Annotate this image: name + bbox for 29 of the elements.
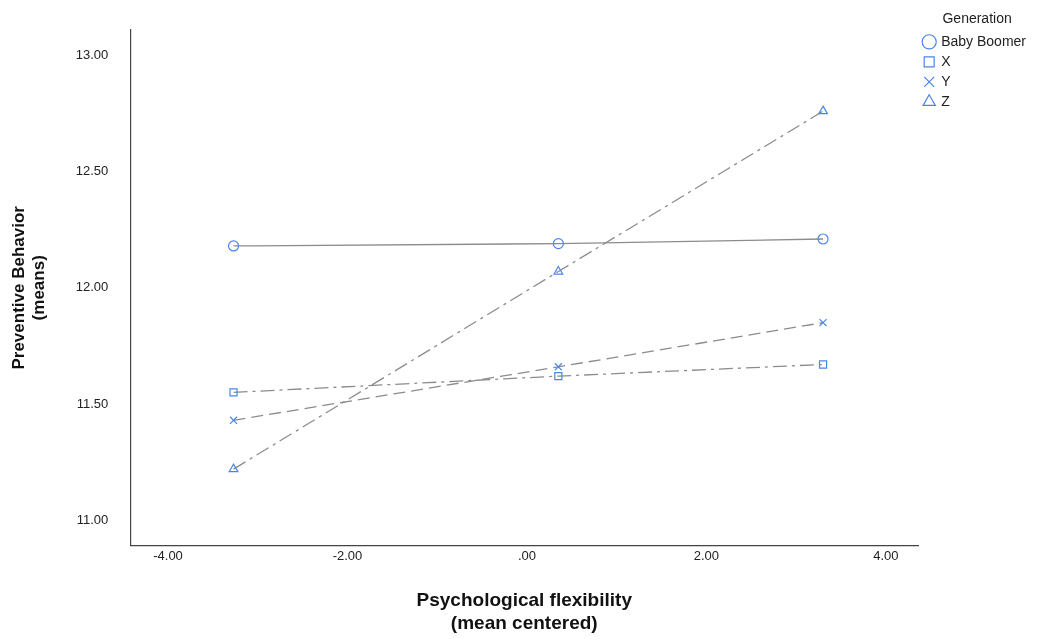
x-tick-label: 4.00 [873,548,899,564]
point [817,233,829,245]
legend-label: Baby Boomer [941,32,1027,49]
y-tick-label: 12.50 [75,163,109,179]
x-tick-label: 2.00 [693,548,720,564]
point [818,318,828,327]
legend-title: Generation [942,9,1012,26]
y-tick-label: 11.00 [76,511,109,527]
point [554,371,563,381]
legend-label: Z [941,92,951,109]
x-tick-label: .00 [517,548,536,564]
point [818,360,828,369]
y-tick-label: 13.00 [75,46,109,62]
y-tick-label: 11.50 [76,395,109,411]
point [552,238,564,250]
point [229,388,238,397]
x-tick-label: -4.00 [153,548,183,564]
x-axis-title: Psychological flexibility (mean centered) [416,589,633,633]
legend-label: X [941,52,952,69]
y-axis-title: Preventive Behavior (means) [8,205,49,370]
point [228,463,239,473]
point [229,416,238,425]
x-tick-label: -2.00 [332,548,363,564]
point [818,105,828,115]
point [554,362,563,371]
legend-label: Y [941,72,952,89]
point [553,265,564,275]
point [227,240,240,252]
y-tick-label: 12.00 [75,279,109,295]
